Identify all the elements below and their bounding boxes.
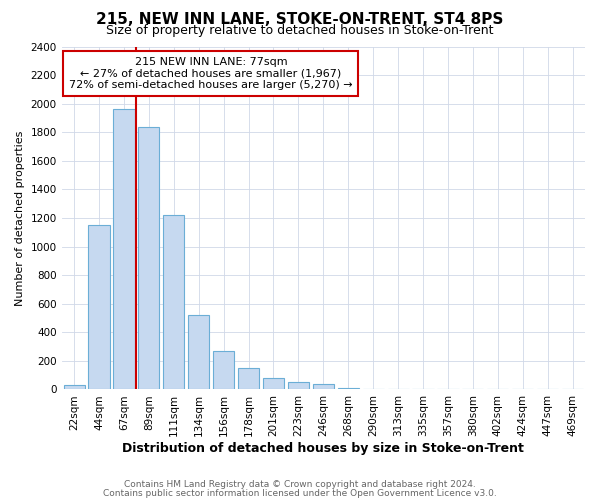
Text: 215 NEW INN LANE: 77sqm
← 27% of detached houses are smaller (1,967)
72% of semi: 215 NEW INN LANE: 77sqm ← 27% of detache… bbox=[69, 57, 353, 90]
Y-axis label: Number of detached properties: Number of detached properties bbox=[15, 130, 25, 306]
Bar bbox=[238, 368, 259, 390]
Bar bbox=[88, 225, 110, 390]
Text: Contains public sector information licensed under the Open Government Licence v3: Contains public sector information licen… bbox=[103, 488, 497, 498]
Bar bbox=[138, 126, 160, 390]
Text: Contains HM Land Registry data © Crown copyright and database right 2024.: Contains HM Land Registry data © Crown c… bbox=[124, 480, 476, 489]
Bar bbox=[188, 315, 209, 390]
Bar bbox=[213, 351, 234, 390]
Bar bbox=[64, 385, 85, 390]
Bar bbox=[263, 378, 284, 390]
Text: 215, NEW INN LANE, STOKE-ON-TRENT, ST4 8PS: 215, NEW INN LANE, STOKE-ON-TRENT, ST4 8… bbox=[97, 12, 503, 28]
Bar bbox=[288, 382, 309, 390]
Bar bbox=[338, 388, 359, 390]
Bar bbox=[362, 388, 384, 390]
Bar bbox=[313, 384, 334, 390]
X-axis label: Distribution of detached houses by size in Stoke-on-Trent: Distribution of detached houses by size … bbox=[122, 442, 524, 455]
Bar bbox=[113, 110, 134, 390]
Bar bbox=[163, 215, 184, 390]
Text: Size of property relative to detached houses in Stoke-on-Trent: Size of property relative to detached ho… bbox=[106, 24, 494, 37]
